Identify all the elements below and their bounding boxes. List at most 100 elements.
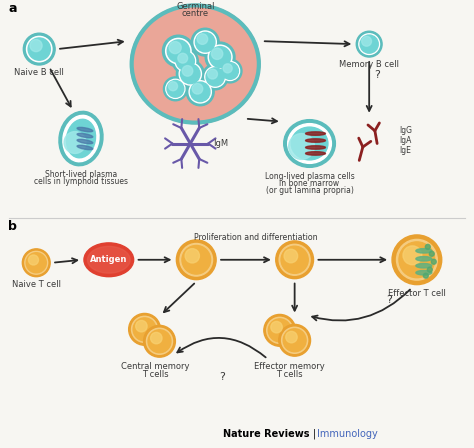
Circle shape	[166, 79, 185, 99]
Circle shape	[431, 259, 436, 264]
Circle shape	[186, 78, 214, 106]
Ellipse shape	[306, 152, 326, 155]
Ellipse shape	[77, 127, 93, 132]
Ellipse shape	[63, 115, 99, 162]
Text: Naive B cell: Naive B cell	[14, 68, 64, 77]
Text: a: a	[9, 2, 17, 15]
Circle shape	[182, 246, 210, 274]
Text: T cells: T cells	[276, 370, 303, 379]
Circle shape	[182, 65, 193, 76]
Text: |: |	[312, 428, 316, 439]
Circle shape	[279, 324, 310, 356]
Circle shape	[360, 35, 378, 53]
Circle shape	[189, 81, 211, 103]
Ellipse shape	[306, 132, 326, 135]
Circle shape	[22, 249, 50, 277]
Circle shape	[25, 251, 48, 274]
Circle shape	[192, 83, 203, 94]
Text: Memory B cell: Memory B cell	[339, 60, 399, 69]
Circle shape	[267, 317, 293, 343]
Circle shape	[279, 244, 310, 275]
Ellipse shape	[416, 271, 432, 275]
Ellipse shape	[131, 4, 260, 124]
Text: IgM: IgM	[213, 139, 228, 148]
Circle shape	[191, 28, 219, 56]
Text: b: b	[9, 220, 18, 233]
Circle shape	[202, 64, 228, 90]
Circle shape	[208, 45, 232, 69]
Circle shape	[64, 132, 86, 154]
Circle shape	[197, 34, 208, 44]
Text: IgA: IgA	[399, 136, 411, 145]
Circle shape	[181, 64, 200, 84]
Ellipse shape	[77, 139, 93, 144]
Circle shape	[148, 330, 171, 353]
Ellipse shape	[84, 243, 134, 277]
Ellipse shape	[59, 112, 103, 166]
Circle shape	[271, 321, 283, 333]
Circle shape	[195, 32, 215, 52]
Ellipse shape	[416, 249, 432, 253]
Circle shape	[27, 36, 52, 62]
Circle shape	[205, 67, 226, 87]
Circle shape	[191, 82, 210, 102]
Ellipse shape	[416, 263, 432, 268]
Circle shape	[26, 253, 46, 273]
Circle shape	[185, 249, 200, 263]
Text: ?: ?	[386, 294, 392, 305]
Circle shape	[429, 251, 434, 256]
Circle shape	[165, 39, 191, 64]
Circle shape	[163, 35, 194, 67]
Circle shape	[176, 240, 216, 280]
Circle shape	[178, 53, 188, 63]
Text: Short-lived plasma: Short-lived plasma	[45, 170, 117, 179]
Circle shape	[362, 36, 372, 46]
Ellipse shape	[416, 257, 432, 261]
Circle shape	[30, 39, 42, 52]
Text: cells in lymphoid tissues: cells in lymphoid tissues	[34, 177, 128, 186]
Ellipse shape	[66, 119, 96, 158]
Ellipse shape	[291, 127, 328, 160]
Circle shape	[223, 64, 232, 73]
Circle shape	[194, 31, 216, 53]
Circle shape	[167, 40, 190, 62]
Circle shape	[169, 42, 181, 54]
Circle shape	[428, 267, 432, 272]
Text: Nature Reviews: Nature Reviews	[223, 429, 310, 439]
Circle shape	[167, 81, 184, 97]
Circle shape	[222, 63, 238, 79]
Circle shape	[136, 320, 147, 332]
Text: Central memory: Central memory	[121, 362, 190, 371]
Circle shape	[132, 316, 158, 342]
Ellipse shape	[77, 134, 93, 138]
Text: Effector T cell: Effector T cell	[388, 289, 446, 297]
Circle shape	[356, 31, 382, 57]
Circle shape	[289, 134, 315, 159]
Text: Proliferation and differentiation: Proliferation and differentiation	[193, 233, 317, 242]
Text: ?: ?	[374, 70, 380, 80]
Circle shape	[146, 328, 173, 354]
Circle shape	[179, 63, 201, 85]
Circle shape	[133, 318, 156, 341]
Circle shape	[128, 314, 161, 345]
Circle shape	[28, 255, 38, 265]
Circle shape	[403, 246, 422, 265]
Circle shape	[168, 82, 178, 91]
Circle shape	[218, 59, 242, 83]
Text: Antigen: Antigen	[90, 255, 128, 264]
Circle shape	[210, 47, 230, 68]
Circle shape	[268, 319, 291, 342]
Ellipse shape	[306, 146, 326, 149]
Text: Germinal: Germinal	[176, 2, 215, 11]
Circle shape	[425, 244, 430, 250]
Circle shape	[180, 243, 212, 276]
Circle shape	[392, 235, 442, 284]
Circle shape	[399, 242, 435, 278]
Circle shape	[176, 52, 194, 70]
Text: ?: ?	[219, 372, 225, 382]
Ellipse shape	[284, 120, 336, 168]
Circle shape	[283, 329, 306, 352]
Circle shape	[144, 325, 175, 357]
Ellipse shape	[288, 124, 331, 164]
Text: centre: centre	[182, 9, 209, 18]
